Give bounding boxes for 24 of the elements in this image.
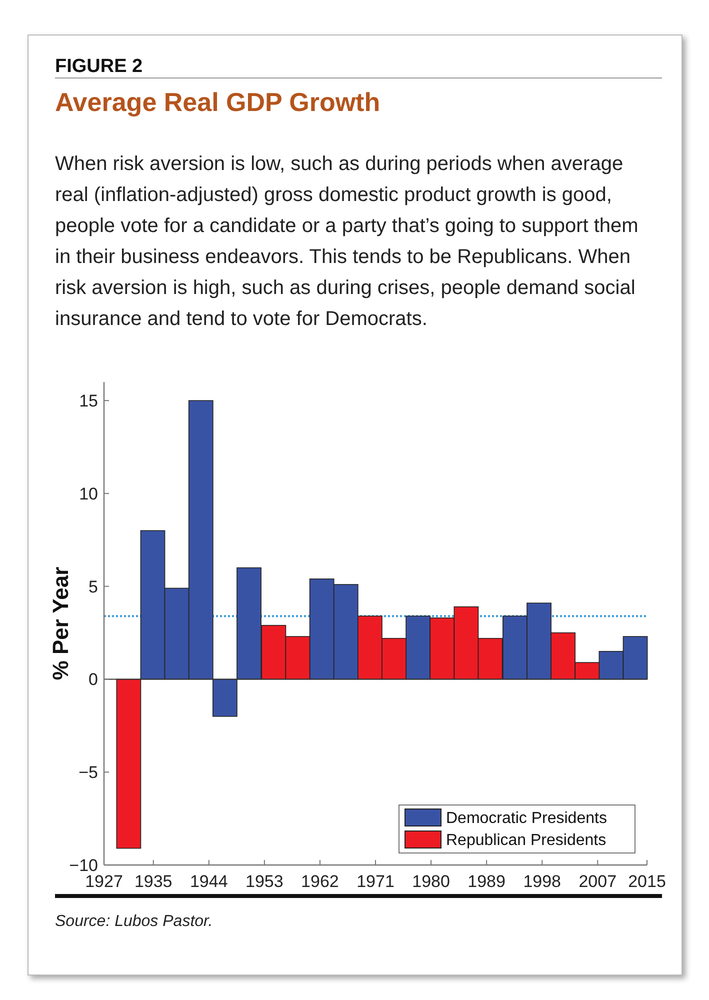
x-tick-label: 2015 [628, 872, 666, 891]
x-tick-label: 1962 [301, 872, 339, 891]
y-axis-title: % Per Year [48, 566, 73, 680]
x-tick-label: 1944 [190, 872, 228, 891]
x-tick-label: 1927 [85, 872, 123, 891]
x-tick-label: 1953 [246, 872, 284, 891]
x-tick-label: 1980 [412, 872, 450, 891]
y-tick-label: −5 [78, 763, 98, 782]
y-tick-label: 5 [88, 577, 98, 596]
y-tick-label: 15 [79, 392, 98, 411]
x-tick-label: 1935 [134, 872, 172, 891]
x-tick-label: 1989 [468, 872, 506, 891]
y-tick-label: 10 [79, 484, 98, 504]
y-tick-label: −10 [69, 856, 98, 875]
y-tick-label: 0 [88, 670, 98, 690]
legend-label: Republican Presidents [446, 832, 606, 849]
legend-label: Democratic Presidents [446, 810, 607, 827]
x-tick-label: 1998 [523, 872, 562, 891]
x-tick-label: 1971 [356, 872, 394, 891]
x-tick-label: 2007 [578, 872, 617, 891]
chart-subtitle: When risk aversion is low, such as during periods when average real (inflation-adjusted) gross domestic product growth is good, people vote for a candidate or a party that’s going to support them in their business endeavors. This tends to be Republicans. When risk aversion is high, such as during crises, people demand social insurance and tend to vote for Democrats. [55, 153, 638, 330]
chart-title: Average Real GDP Growth [55, 87, 380, 117]
source-note: Source: Lubos Pastor. [55, 913, 213, 930]
caption: FIGURE 2 [55, 56, 143, 77]
